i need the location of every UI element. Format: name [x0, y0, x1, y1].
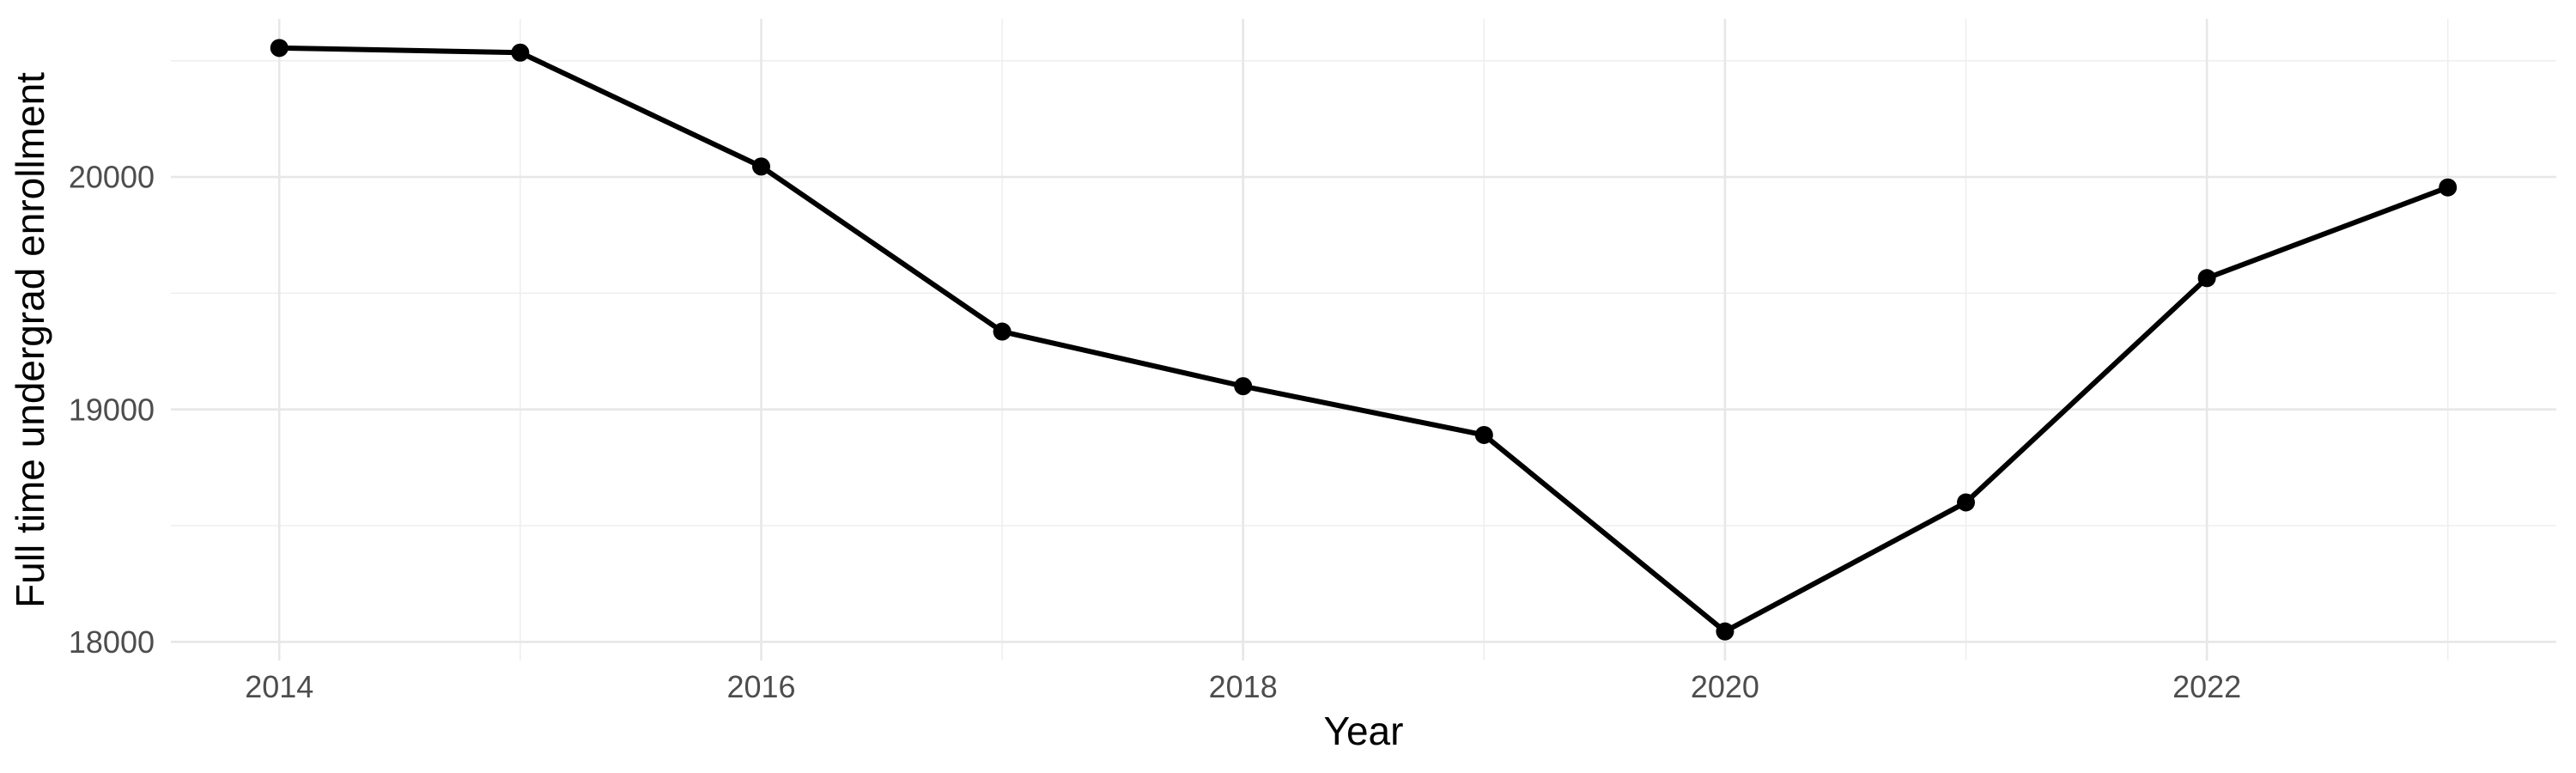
y-tick-label-18000: 18000	[69, 624, 155, 660]
y-axis-title: Full time undergrad enrollment	[8, 72, 52, 608]
y-tick-label-20000: 20000	[69, 160, 155, 195]
y-axis-tick-labels: 18000 19000 20000	[69, 160, 155, 660]
y-tick-label-19000: 19000	[69, 392, 155, 427]
data-point-2016	[751, 157, 770, 176]
enrollment-trend-line	[276, 45, 2451, 635]
x-axis-title: Year	[1324, 709, 1404, 753]
x-tick-label-2014: 2014	[245, 669, 313, 704]
data-point-2023	[2439, 178, 2458, 197]
data-point-2014	[270, 39, 289, 58]
data-point-2015	[511, 43, 530, 62]
x-tick-label-2016: 2016	[726, 669, 795, 704]
data-point-2022	[2197, 269, 2216, 288]
gridlines-major	[171, 19, 2556, 660]
x-axis-tick-labels: 2014 2016 2018 2020 2022	[245, 669, 2241, 704]
data-point-2018	[1234, 377, 1253, 396]
data-point-2021	[1957, 493, 1976, 512]
data-point-2019	[1474, 425, 1493, 444]
x-tick-label-2020: 2020	[1691, 669, 1759, 704]
x-tick-label-2022: 2022	[2172, 669, 2241, 704]
data-point-2017	[993, 322, 1012, 341]
x-tick-label-2018: 2018	[1209, 669, 1278, 704]
gridlines-minor	[171, 19, 2556, 660]
data-point-2020	[1716, 622, 1735, 641]
data-series-layer	[270, 39, 2458, 641]
